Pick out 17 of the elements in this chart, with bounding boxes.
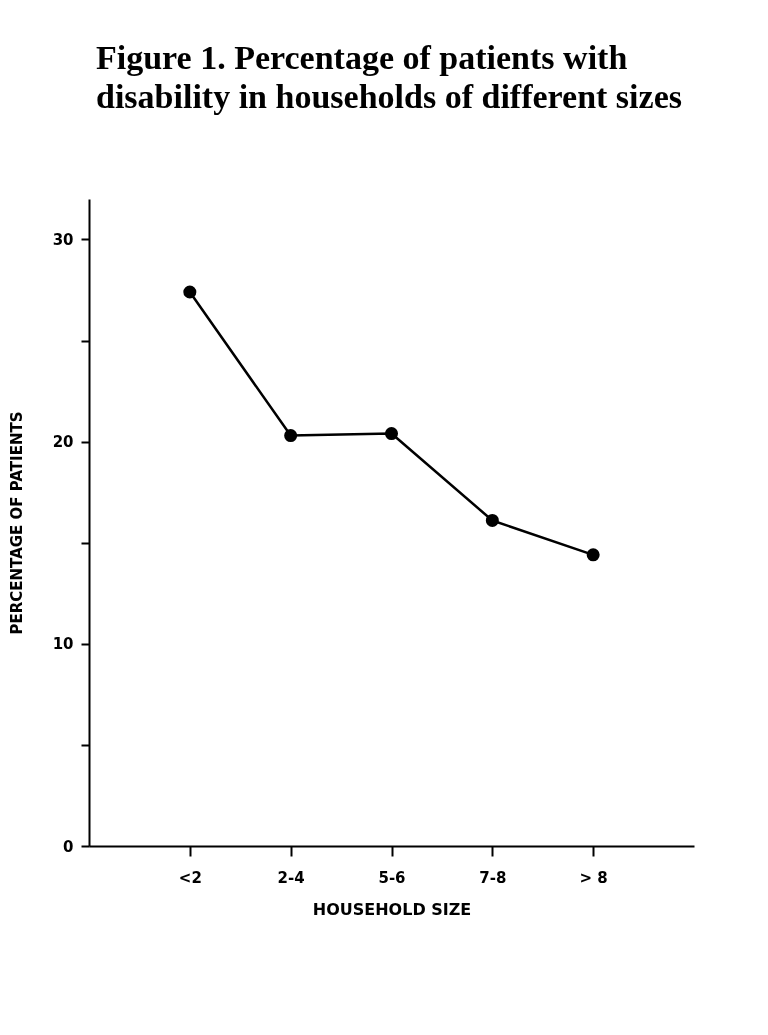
point	[485, 514, 499, 528]
x-tick-label: 2-4	[277, 868, 305, 887]
y-tick-label: 10	[52, 635, 74, 654]
x-tick-label: 5-6	[378, 868, 406, 887]
chart-title: Figure 1. Percentage of patients with disability in households of different sizes	[96, 38, 683, 117]
x-tick-label: 7-8	[479, 868, 507, 887]
point	[183, 285, 197, 299]
y-tick-label: 0	[63, 837, 74, 856]
x-axis-title: HOUSEHOLD SIZE	[312, 899, 472, 919]
point	[284, 429, 298, 443]
point	[384, 427, 399, 441]
x-tick-label: > 8	[579, 868, 608, 887]
y-tick-label: 20	[52, 433, 74, 452]
y-axis-title: PERCENTAGE OF PATIENTS	[7, 411, 26, 635]
x-tick-label: <2	[178, 868, 202, 887]
point	[586, 548, 600, 562]
y-tick-label: 30	[52, 231, 74, 250]
